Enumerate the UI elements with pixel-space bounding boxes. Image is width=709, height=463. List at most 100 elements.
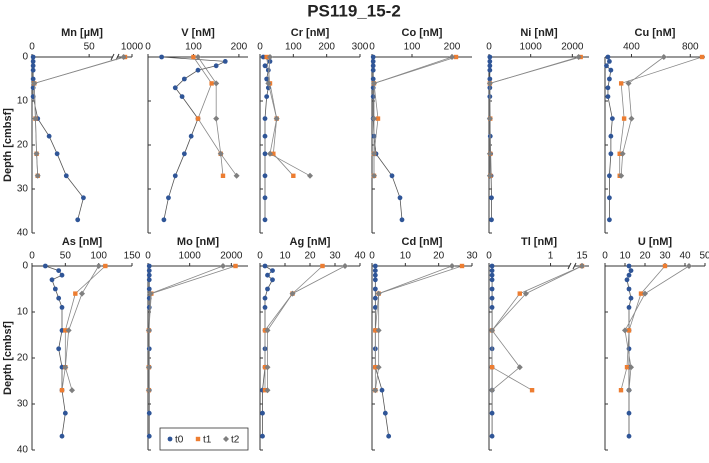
profile-line — [148, 265, 236, 391]
data-point — [265, 286, 270, 292]
x-tick-label: 0 — [29, 251, 35, 262]
data-point — [209, 81, 214, 86]
x-tick-label: 150 — [124, 251, 141, 262]
data-point — [625, 80, 632, 87]
data-point — [375, 364, 382, 371]
data-point — [487, 67, 493, 73]
data-point — [307, 172, 313, 179]
profile-line — [264, 265, 323, 391]
data-point — [626, 272, 632, 278]
panel-title: Mn [µM] — [61, 27, 103, 39]
data-point — [31, 80, 38, 87]
data-point — [626, 305, 632, 310]
x-tick-label: 1000 — [179, 251, 202, 262]
panel-title: Co [nM] — [402, 27, 443, 39]
data-point — [63, 173, 69, 179]
data-point — [618, 81, 624, 86]
data-point — [59, 433, 65, 439]
data-point — [373, 365, 378, 370]
data-point — [46, 133, 52, 139]
data-point — [262, 133, 268, 139]
data-point — [372, 295, 378, 301]
x-tick-label: 100 — [90, 251, 107, 262]
x-tick-label: 200 — [444, 42, 461, 53]
data-point — [619, 150, 626, 157]
data-point — [489, 263, 495, 269]
data-point — [608, 67, 614, 73]
data-point — [371, 150, 377, 157]
profile-line — [620, 265, 666, 391]
legend-marker — [195, 436, 201, 442]
legend-box — [159, 427, 249, 451]
data-point — [370, 76, 376, 82]
x-tick-label: 0 — [145, 251, 151, 262]
data-point — [626, 433, 632, 439]
data-point — [382, 410, 388, 416]
data-point — [146, 305, 152, 310]
data-point — [642, 290, 648, 297]
profile-line — [620, 56, 665, 176]
x-tick-label: 200 — [231, 42, 248, 53]
x-tick-label: 50 — [60, 251, 72, 262]
data-point — [103, 263, 108, 269]
data-point — [267, 150, 273, 157]
data-point — [489, 286, 495, 292]
data-point — [579, 263, 585, 269]
data-point — [264, 76, 270, 82]
data-point — [626, 328, 632, 333]
data-point — [73, 291, 78, 296]
data-point — [699, 54, 705, 60]
profile-line — [33, 56, 126, 176]
profile-line — [374, 265, 453, 391]
data-point — [686, 263, 692, 269]
panel-title: Ni [nM] — [520, 27, 558, 39]
figure-title: PS119_15-2 — [307, 1, 401, 20]
data-point — [487, 63, 493, 69]
data-point — [489, 410, 495, 416]
data-point — [386, 433, 392, 439]
data-point — [267, 54, 273, 60]
data-point — [166, 195, 171, 201]
x-tick-label: 1000 — [121, 42, 144, 53]
y-tick-label: 0 — [22, 52, 28, 63]
data-point — [65, 327, 72, 334]
data-point — [159, 54, 165, 60]
x-tick-label: 0 — [369, 251, 375, 262]
x-tick-label: 40 — [354, 251, 366, 262]
x-tick-label: 40 — [679, 251, 691, 262]
profile-line — [624, 265, 690, 391]
data-point — [33, 150, 40, 157]
data-point — [607, 76, 612, 82]
data-point — [63, 328, 68, 333]
data-point — [389, 173, 395, 179]
panel-title: Tl [nM] — [521, 236, 557, 248]
data-point — [56, 268, 62, 273]
data-point — [62, 364, 69, 371]
data-point — [372, 268, 378, 273]
x-tick-label: 10 — [400, 251, 412, 262]
panel-title: V [nM] — [181, 27, 215, 39]
data-point — [517, 291, 522, 296]
profile-line — [491, 265, 583, 391]
data-point — [379, 387, 385, 393]
data-point — [62, 410, 68, 416]
data-point — [605, 94, 611, 99]
data-point — [30, 63, 36, 69]
profile-line — [489, 56, 581, 176]
data-point — [618, 388, 624, 393]
x-tick-label: 400 — [623, 42, 640, 53]
x-tick-label: 800 — [682, 42, 699, 53]
data-point — [161, 217, 167, 223]
data-point — [191, 54, 196, 60]
panel-title: Cu [nM] — [635, 27, 676, 39]
data-point — [607, 173, 612, 179]
data-point — [264, 54, 269, 60]
panel-title: U [nM] — [638, 236, 673, 248]
legend-label: t2 — [231, 435, 240, 446]
data-point — [608, 151, 614, 157]
data-point — [486, 115, 493, 122]
x-tick-label: 1000 — [520, 42, 543, 53]
y-tick-label: 20 — [17, 353, 29, 364]
profile-line — [372, 57, 403, 220]
data-point — [486, 150, 493, 157]
